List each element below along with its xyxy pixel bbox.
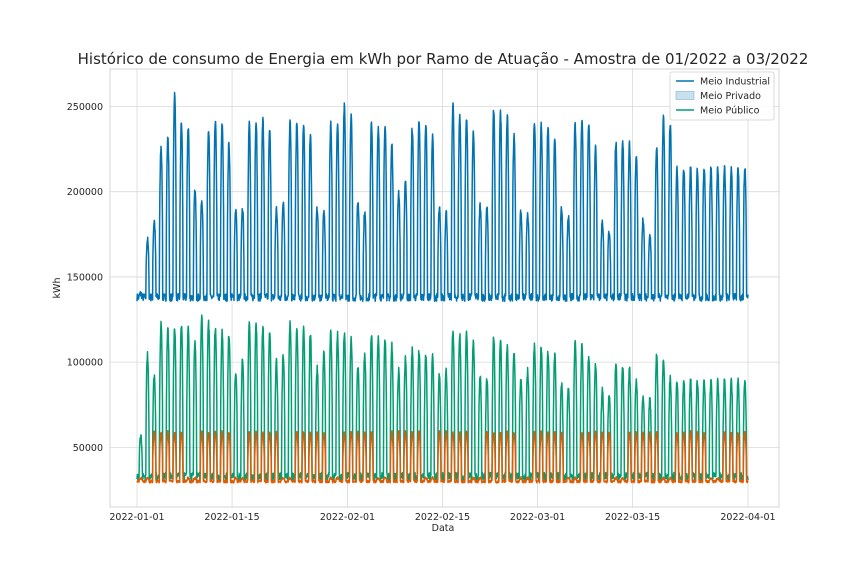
series-line-meio-industrial — [136, 91, 749, 302]
legend: Meio Industrial Meio Privado Meio Público — [669, 71, 775, 121]
chart-title: Histórico de consumo de Energia em kWh p… — [78, 50, 809, 68]
y-axis-label: kWh — [52, 278, 63, 299]
series-lines — [136, 91, 749, 484]
plot-frame — [109, 68, 780, 508]
x-tick-label: 2022-03-01 — [510, 512, 565, 523]
x-tick-label: 2022-04-01 — [720, 512, 775, 523]
legend-box — [669, 71, 775, 121]
series-line-meio-privado — [136, 429, 749, 484]
y-tick-label: 200000 — [67, 187, 103, 198]
y-tick-label: 250000 — [67, 102, 103, 113]
legend-label: Meio Público — [700, 106, 760, 117]
y-tick-label: 50000 — [73, 443, 103, 454]
y-tick-label: 150000 — [67, 272, 103, 283]
x-tick-label: 2022-02-01 — [320, 512, 375, 523]
y-tick-labels: 50000 100000 150000 200000 250000 — [67, 102, 103, 454]
y-tick-label: 100000 — [67, 358, 103, 369]
x-tick-label: 2022-02-15 — [415, 512, 470, 523]
legend-swatch — [675, 91, 695, 100]
x-tick-label: 2022-03-15 — [605, 512, 660, 523]
x-tick-labels: 2022-01-01 2022-01-15 2022-02-01 2022-02-15… — [109, 512, 775, 523]
legend-label: Meio Privado — [700, 91, 761, 102]
x-tick-label: 2022-01-01 — [109, 512, 164, 523]
x-tick-label: 2022-01-15 — [204, 512, 259, 523]
legend-label: Meio Industrial — [700, 77, 770, 88]
x-axis-label: Data — [432, 523, 455, 534]
